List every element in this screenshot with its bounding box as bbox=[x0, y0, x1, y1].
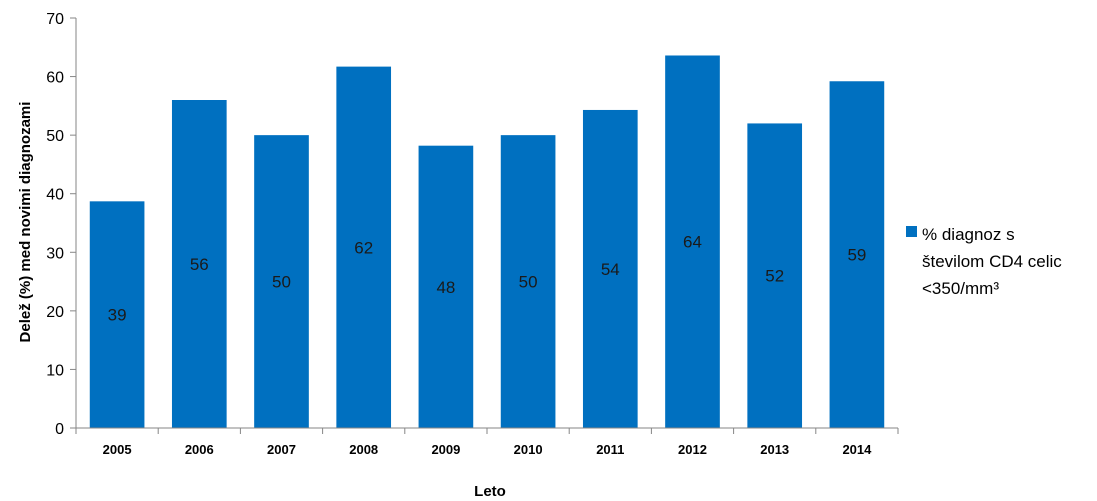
bar bbox=[747, 123, 803, 428]
bar bbox=[665, 55, 720, 428]
x-axis-title: Leto bbox=[474, 483, 506, 500]
data-label: 54 bbox=[601, 260, 620, 279]
x-tick-label: 2005 bbox=[103, 442, 132, 457]
data-labels: 39 56 50 62 48 50 54 64 52 59 bbox=[108, 233, 867, 325]
legend-label: številom CD4 celic bbox=[922, 252, 1062, 271]
y-tick-label: 0 bbox=[55, 421, 64, 438]
y-axis: 0 10 20 30 40 50 60 70 bbox=[46, 11, 77, 438]
data-label: 62 bbox=[354, 238, 373, 257]
x-tick-label: 2011 bbox=[596, 442, 624, 457]
bar bbox=[89, 201, 145, 428]
bar bbox=[582, 109, 638, 428]
bar bbox=[254, 135, 309, 428]
data-label: 56 bbox=[190, 255, 209, 274]
x-tick-label: 2009 bbox=[431, 442, 460, 457]
y-tick-label: 50 bbox=[46, 128, 64, 145]
data-label: 48 bbox=[436, 278, 455, 297]
data-label: 39 bbox=[108, 306, 127, 325]
x-tick-label: 2007 bbox=[267, 442, 296, 457]
x-tick-label: 2012 bbox=[678, 442, 707, 457]
legend-swatch bbox=[906, 226, 917, 237]
data-label: 52 bbox=[765, 267, 784, 286]
y-axis-title: Delež (%) med novimi diagnozami bbox=[17, 102, 34, 343]
x-tick-label: 2008 bbox=[349, 442, 378, 457]
y-tick-label: 70 bbox=[46, 11, 64, 28]
y-tick-label: 60 bbox=[46, 70, 64, 87]
legend: % diagnoz s številom CD4 celic <350/mm³ bbox=[906, 225, 1062, 298]
x-tick-label: 2013 bbox=[760, 442, 789, 457]
y-tick-label: 40 bbox=[46, 187, 64, 204]
bar bbox=[336, 66, 392, 428]
data-label: 64 bbox=[683, 233, 702, 252]
x-axis: 2005 2006 2007 2008 2009 2010 2011 2012 2013 2014 bbox=[75, 427, 899, 457]
y-tick-label: 20 bbox=[46, 304, 64, 321]
y-tick-label: 10 bbox=[46, 362, 64, 379]
y-tick-label: 30 bbox=[46, 245, 64, 262]
x-tick-label: 2014 bbox=[842, 442, 872, 457]
legend-label: % diagnoz s bbox=[922, 225, 1015, 244]
bar bbox=[171, 100, 227, 428]
x-tick-label: 2006 bbox=[185, 442, 214, 457]
data-label: 50 bbox=[519, 273, 538, 292]
x-tick-label: 2010 bbox=[514, 442, 543, 457]
bar bbox=[418, 145, 474, 428]
bar bbox=[500, 135, 556, 428]
bars bbox=[89, 55, 885, 428]
bar bbox=[829, 81, 885, 428]
data-label: 50 bbox=[272, 273, 291, 292]
legend-label: <350/mm³ bbox=[922, 279, 999, 298]
data-label: 59 bbox=[847, 246, 866, 265]
